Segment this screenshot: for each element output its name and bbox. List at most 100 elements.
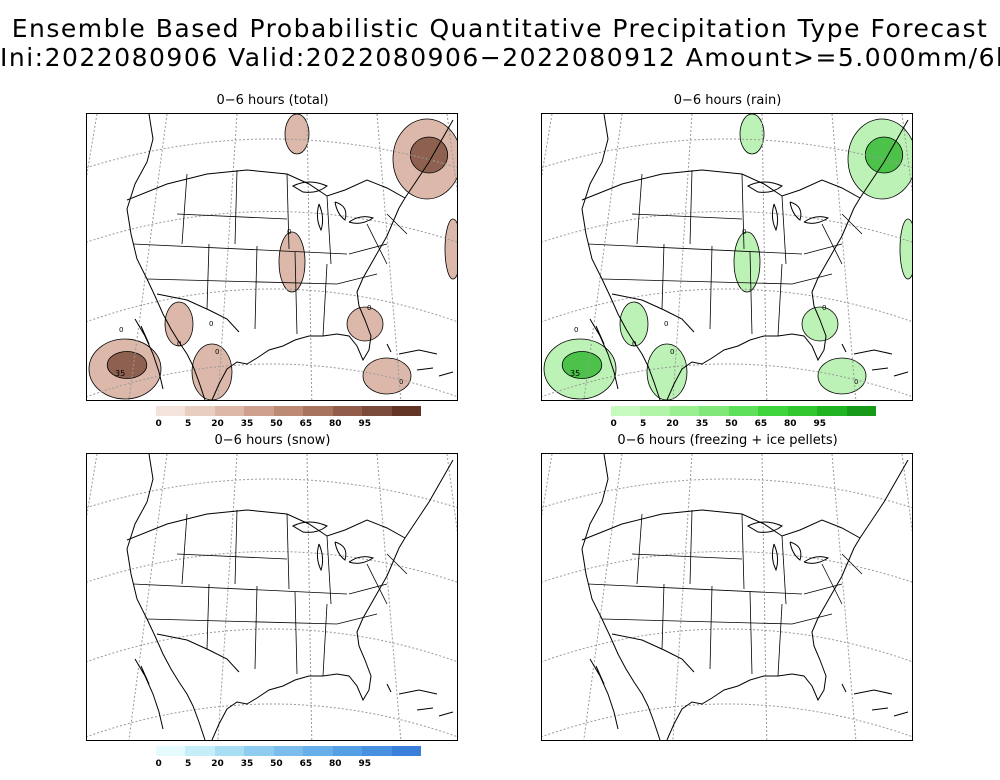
precip-contour-high [106,351,148,379]
state-line [749,251,753,335]
legend-total-swatch [391,406,421,416]
caribbean-islands [841,343,909,377]
contour-label-max: 35 [570,369,580,378]
map-total: 35 0 0 0 0 0 0 0 [86,113,458,401]
map-graticule [87,114,457,400]
legend-rain-swatch [669,406,700,416]
state-line [326,195,332,265]
graticule-line [306,114,313,400]
graticule-line [87,551,457,583]
state-line [689,509,693,585]
graticule-line [542,138,912,169]
state-line [781,195,787,265]
contour-label-zero: 0 [367,304,371,312]
legend-rain-swatch [758,406,788,416]
graticule-line [446,454,457,533]
legend-total-swatch [273,406,304,416]
state-line [749,591,753,675]
great-lakes [291,521,375,572]
legend-total-tick: 50 [270,419,283,429]
panel-title-rain: 0−6 hours (rain) [673,93,782,108]
legend-rain-swatch [787,406,818,416]
graticule-line [87,363,457,398]
state-line [821,223,843,265]
contour-label-zero: 0 [664,320,668,328]
map-snow [86,453,458,741]
graticule-line [87,211,457,243]
legend-rain-tick: 80 [784,419,797,429]
state-line [386,213,408,235]
graticule-line [831,454,857,740]
graticule-line [761,114,768,400]
graticule-line [217,454,238,740]
canada-border [581,509,861,541]
graticule-line [128,454,168,740]
contour-label-zero: 0 [119,326,123,334]
state-line [631,213,743,220]
state-line [254,585,258,670]
state-line [206,583,210,650]
precip-contour [191,343,233,400]
legend-total-ticks: 0 5 20 35 50 65 80 95 [156,416,421,430]
legend-rain-ticks: 0 5 20 35 50 65 80 95 [611,416,876,430]
state-line [791,613,833,625]
map-graticule [87,454,457,740]
legend-snow-swatch [391,746,421,756]
precip-contour [619,301,649,347]
state-line [348,243,388,255]
precip-contour [284,114,310,155]
state-line [146,278,338,285]
state-line [132,243,348,255]
graticule-line [542,628,912,663]
precip-contour [646,343,688,400]
state-line [709,585,713,670]
legend-total-bar [156,406,421,416]
graticule-line [761,454,768,740]
state-line [132,583,348,595]
graticule-line [87,454,98,518]
legend-total-swatch [332,406,363,416]
state-line [294,591,298,675]
contour-label-zero: 0 [670,348,674,356]
great-lakes [746,521,830,572]
legend-rain-swatch [699,406,729,416]
state-line [777,263,783,337]
legend-snow-tick: 95 [358,759,372,769]
precip-areas [543,114,912,400]
contour-label-zero: 0 [215,348,219,356]
mexico-border [611,293,695,333]
precip-contour-high [864,136,904,174]
legend-snow-tick: 20 [211,759,224,769]
legend-rain: 0 5 20 35 50 65 80 95 [611,406,876,432]
map-freezing-svg [542,454,912,740]
legend-snow-tick: 50 [270,759,283,769]
graticule-line [542,478,912,509]
legend-total-tick: 0 [155,419,162,429]
graticule-line [901,454,912,533]
legend-total-tick: 80 [329,419,342,429]
legend-rain-tick: 95 [813,419,827,429]
legend-snow-tick: 65 [299,759,313,769]
panel-title-total: 0−6 hours (total) [216,93,329,108]
state-line [176,213,288,220]
panel-title-freezing: 0−6 hours (freezing + ice pellets) [617,433,838,448]
state-line [294,251,298,335]
state-line [234,169,238,245]
state-line [587,243,803,255]
state-line [326,535,332,605]
map-graticule [542,114,912,400]
state-line [601,618,793,625]
state-line [322,263,328,337]
state-line [636,173,643,245]
chart-title: Ensemble Based Probabilistic Quantitativ… [11,14,989,43]
graticule-line [583,454,623,740]
legend-total-tick: 5 [184,419,192,429]
state-line [661,583,665,650]
baja-coast [589,318,619,390]
legend-rain-tick: 5 [639,419,647,429]
legend-total-tick: 20 [211,419,224,429]
precip-contour-high [409,136,449,174]
precip-contour-high [561,351,603,379]
precip-contour [801,306,839,342]
legend-total: 0 5 20 35 50 65 80 95 [156,406,421,432]
